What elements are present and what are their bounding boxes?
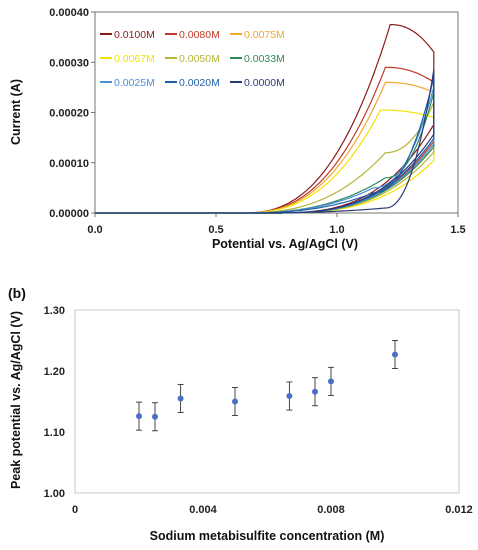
pp-y-tick-label: 1.00 [44,488,65,500]
pp-marker [136,413,142,420]
cv-x-tick-label: 0.0 [87,224,102,236]
cv-y-axis-label: Current (A) [9,79,23,145]
cv-plot-frame [94,11,459,214]
cv-legend-label: 0.0033M [244,53,285,65]
pp-y-ticks: 1.00 1.10 1.20 1.30 [44,305,65,500]
pp-data-points [136,340,398,432]
cv-y-tick-label: 0.00000 [49,208,89,220]
pp-y-tick-label: 1.30 [44,305,65,317]
pp-marker [392,351,398,358]
cv-y-tick-label: 0.00010 [49,158,89,170]
pp-marker [232,398,238,405]
pp-x-tick-label: 0.008 [317,504,345,516]
cv-series-line [95,77,435,214]
cv-y-tick-label: 0.00040 [49,7,89,19]
pp-x-tick-label: 0.012 [445,504,473,516]
cv-legend-label: 0.0080M [179,29,220,41]
cv-legend-label: 0.0067M [114,53,155,65]
cv-series-line [95,69,435,214]
pp-marker [312,388,318,395]
pp-y-tick-label: 1.20 [44,366,65,378]
panel-b-label: (b) [8,285,26,301]
cv-legend-label: 0.0050M [179,53,220,65]
cv-x-tick-label: 1.5 [450,224,465,236]
pp-x-ticks: 0 0.004 0.008 0.012 [72,504,473,516]
pp-y-axis-label: Peak potential vs. Ag/AgCl (V) [9,311,23,489]
cv-series-line [95,109,435,214]
cv-x-tick-label: 0.5 [208,224,223,236]
pp-data-point [136,401,142,431]
cv-legend: 0.0100M 0.0080M 0.0075M 0.0067M 0.0050M 0.003… [100,29,285,89]
cv-legend-label: 0.0025M [114,77,155,89]
cv-x-tick-label: 1.0 [329,224,344,236]
pp-data-point [328,366,334,396]
pp-marker [286,393,293,400]
pp-data-point [177,383,184,413]
pp-x-tick-label: 0 [72,504,78,516]
cv-legend-label: 0.0100M [114,29,155,41]
pp-marker [328,378,334,385]
peak-potential-chart: (b) 1.00 1.10 1.20 1.30 0 0.004 0.008 0.012 So… [8,285,473,543]
pp-data-point [232,387,238,416]
pp-data-point [152,402,158,432]
cv-y-tick-label: 0.00020 [49,108,89,120]
pp-x-axis-label: Sodium metabisulfite concentration (M) [150,529,385,543]
pp-data-point [286,381,293,411]
cv-series-lines [95,24,435,214]
cv-x-ticks: 0.0 0.5 1.0 1.5 [87,213,466,236]
cv-y-tick-label: 0.00030 [49,57,89,69]
cv-x-axis-label: Potential vs. Ag/AgCl (V) [212,237,358,251]
pp-plot-frame [74,309,460,494]
cv-legend-label: 0.0000M [244,77,285,89]
pp-data-point [312,377,318,407]
pp-data-point [392,340,398,370]
pp-marker [152,413,158,420]
cv-legend-label: 0.0075M [244,29,285,41]
pp-marker [177,395,184,402]
cv-y-ticks: 0.00000 0.00010 0.00020 0.00030 0.00040 [49,7,95,220]
pp-x-tick-label: 0.004 [189,504,217,516]
pp-y-tick-label: 1.10 [44,427,65,439]
cv-legend-label: 0.0020M [179,77,220,89]
